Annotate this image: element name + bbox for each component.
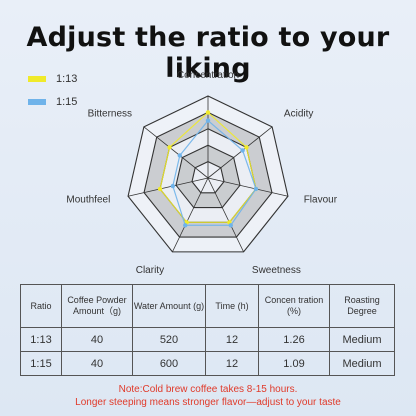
cell-roasting: Medium [329, 327, 395, 352]
radar-chart: Concentration Acidity Flavour Sweetness Clar… [66, 70, 338, 276]
cell-ratio: 1:13 [20, 327, 62, 352]
axis-label-mouthfeel: Mouthfeel [66, 194, 110, 205]
series-point-1 [167, 145, 172, 150]
legend-swatch-blue [28, 99, 46, 105]
table-row: 1:15 40 600 12 1.09 Medium [20, 351, 395, 376]
radar-spoke [207, 126, 273, 179]
header-time: Time (h) [205, 284, 259, 328]
radar-grid-ring [143, 111, 273, 238]
legend-label-2: 1:15 [56, 96, 78, 108]
cell-roasting: Medium [329, 351, 395, 376]
cell-time: 12 [205, 351, 259, 376]
note-line-1: Note:Cold brew coffee takes 8-15 hours. [118, 384, 298, 395]
legend-item-2: 1:15 [28, 93, 77, 111]
radar-grid-ring [191, 160, 225, 194]
radar-spoke [172, 177, 209, 253]
header-roasting: Roasting Degree [329, 284, 395, 328]
legend-label-1: 1:13 [56, 73, 78, 85]
page-title: Adjust the ratio to your liking [26, 22, 390, 84]
legend-swatch-yellow [28, 76, 46, 82]
series-point-2 [183, 223, 188, 228]
radar-grid-ring [175, 144, 241, 209]
header-coffee-powder: Coffee Powder Amount（g) [61, 284, 133, 328]
radar-spoke [207, 177, 244, 253]
table-header-row: Ratio Coffee Powder Amount（g) Water Amou… [20, 284, 395, 328]
series-point-1 [205, 110, 211, 115]
radar-grid-ring [127, 95, 289, 253]
brew-note: Note:Cold brew coffee takes 8-15 hours. … [0, 383, 416, 409]
radar-spoke [143, 126, 209, 179]
header-water-amount: Water Amount (g) [132, 284, 206, 328]
axis-label-acidity: Acidity [284, 109, 313, 120]
cell-time: 12 [205, 327, 259, 352]
cell-coffee: 40 [61, 327, 133, 352]
cell-concentration: 1.09 [258, 351, 330, 376]
series-line-2 [172, 119, 257, 226]
series-point-2 [228, 223, 233, 228]
series-point-2 [253, 186, 259, 192]
series-line-1 [159, 111, 257, 223]
table-row: 1:13 40 520 12 1.26 Medium [20, 327, 395, 352]
chart-legend: 1:13 1:15 [28, 70, 77, 116]
header-ratio: Ratio [20, 284, 62, 328]
cell-water: 520 [132, 327, 206, 352]
cell-ratio: 1:15 [20, 351, 62, 376]
axis-label-clarity: Clarity [136, 265, 164, 276]
cell-water: 600 [132, 351, 206, 376]
radar-spoke [127, 177, 209, 197]
series-point-1 [244, 145, 249, 150]
cell-concentration: 1.26 [258, 327, 330, 352]
series-point-2 [177, 153, 182, 158]
series-point-1 [157, 186, 163, 192]
radar-spoke [207, 177, 289, 197]
specs-table: Ratio Coffee Powder Amount（g) Water Amou… [20, 284, 395, 376]
note-line-2: Longer steeping means stronger flavor—ad… [75, 397, 341, 408]
legend-item-1: 1:13 [28, 70, 77, 88]
header-concentration: Concen tration (%) [258, 284, 330, 328]
series-point-2 [240, 148, 245, 153]
axis-label-sweetness: Sweetness [252, 265, 301, 276]
series-point-2 [170, 183, 176, 189]
cell-coffee: 40 [61, 351, 133, 376]
axis-label-concentration: Concentration [177, 70, 239, 81]
series-point-2 [205, 118, 211, 123]
axis-label-flavour: Flavour [304, 194, 338, 205]
axis-label-bitterness: Bitterness [88, 109, 132, 120]
